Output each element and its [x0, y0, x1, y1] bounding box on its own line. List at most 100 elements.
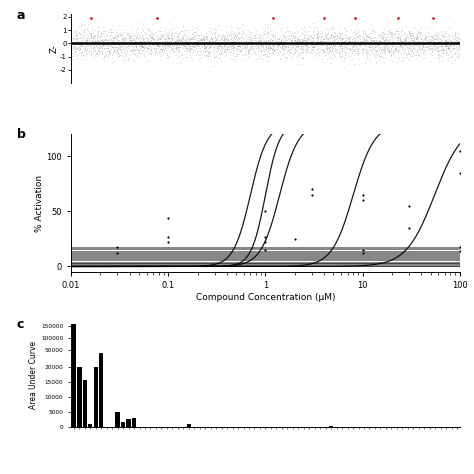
Point	[94, 30, 101, 38]
Point	[313, 38, 320, 46]
Point	[148, 35, 155, 42]
Point	[360, 35, 368, 43]
Point	[399, 43, 406, 50]
Point	[180, 43, 188, 50]
Point	[223, 41, 231, 49]
Point	[212, 26, 219, 34]
Point	[203, 52, 211, 59]
Point	[236, 46, 244, 54]
Point	[252, 24, 259, 32]
Point	[323, 45, 331, 52]
Point	[82, 36, 90, 44]
Point	[456, 36, 464, 43]
Point	[315, 42, 322, 50]
Point	[80, 29, 88, 37]
Point	[308, 33, 315, 41]
Point	[310, 19, 318, 27]
Point	[328, 43, 336, 50]
Point	[386, 35, 394, 43]
Point	[257, 35, 265, 42]
Point	[313, 30, 321, 38]
Point	[222, 35, 229, 42]
Point	[268, 42, 276, 50]
Point	[203, 51, 210, 59]
Point	[178, 36, 186, 43]
Point	[158, 38, 166, 46]
Point	[149, 31, 156, 39]
Point	[182, 42, 189, 50]
Point	[347, 37, 355, 45]
Point	[407, 47, 414, 55]
Point	[173, 36, 181, 44]
Point	[167, 34, 175, 42]
Point	[360, 48, 367, 55]
Point	[208, 35, 216, 43]
Point	[369, 42, 376, 50]
Point	[134, 37, 141, 45]
Point	[415, 39, 423, 47]
Point	[77, 30, 85, 37]
Point	[378, 30, 385, 38]
Point	[341, 35, 349, 42]
Point	[325, 34, 332, 41]
Point	[192, 38, 200, 46]
Point	[279, 36, 286, 43]
Point	[153, 40, 160, 48]
Point	[452, 36, 459, 44]
Point	[189, 30, 197, 37]
Point	[127, 29, 134, 36]
Point	[326, 45, 333, 52]
Point	[94, 36, 102, 44]
Point	[240, 33, 247, 41]
Point	[120, 39, 128, 47]
Point	[82, 45, 89, 53]
Point	[201, 47, 209, 55]
Point	[122, 56, 130, 64]
Point	[132, 42, 140, 49]
Point	[228, 24, 235, 31]
Point	[255, 31, 262, 38]
Point	[70, 50, 78, 57]
Point	[168, 35, 176, 42]
Point	[407, 30, 414, 38]
Point	[292, 47, 299, 55]
Point	[320, 39, 328, 47]
Point	[173, 43, 180, 51]
Point	[123, 39, 130, 47]
Point	[330, 40, 338, 47]
Point	[198, 35, 205, 42]
Point	[201, 39, 209, 47]
Point	[109, 34, 117, 41]
Point	[276, 38, 284, 46]
Point	[100, 34, 107, 41]
Point	[151, 29, 159, 37]
Point	[238, 41, 246, 49]
Point	[83, 41, 91, 48]
Point	[166, 44, 174, 51]
Point	[363, 36, 370, 44]
Point	[150, 36, 157, 43]
Point	[360, 46, 367, 53]
Point	[266, 27, 274, 35]
Point	[319, 45, 327, 52]
Point	[318, 29, 326, 36]
Point	[96, 39, 104, 47]
Point	[166, 41, 174, 49]
Point	[199, 36, 207, 43]
Point	[199, 46, 207, 54]
Point	[96, 40, 104, 48]
Point	[252, 38, 259, 46]
Point	[240, 39, 247, 47]
Point	[259, 51, 266, 58]
Point	[435, 45, 442, 52]
Point	[384, 37, 392, 45]
Point	[345, 34, 352, 41]
Point	[380, 36, 388, 44]
Point	[108, 25, 115, 33]
Point	[340, 42, 348, 49]
Point	[410, 39, 418, 47]
Point	[400, 41, 408, 49]
Point	[205, 30, 212, 37]
Point	[394, 33, 402, 41]
Point	[445, 40, 452, 47]
